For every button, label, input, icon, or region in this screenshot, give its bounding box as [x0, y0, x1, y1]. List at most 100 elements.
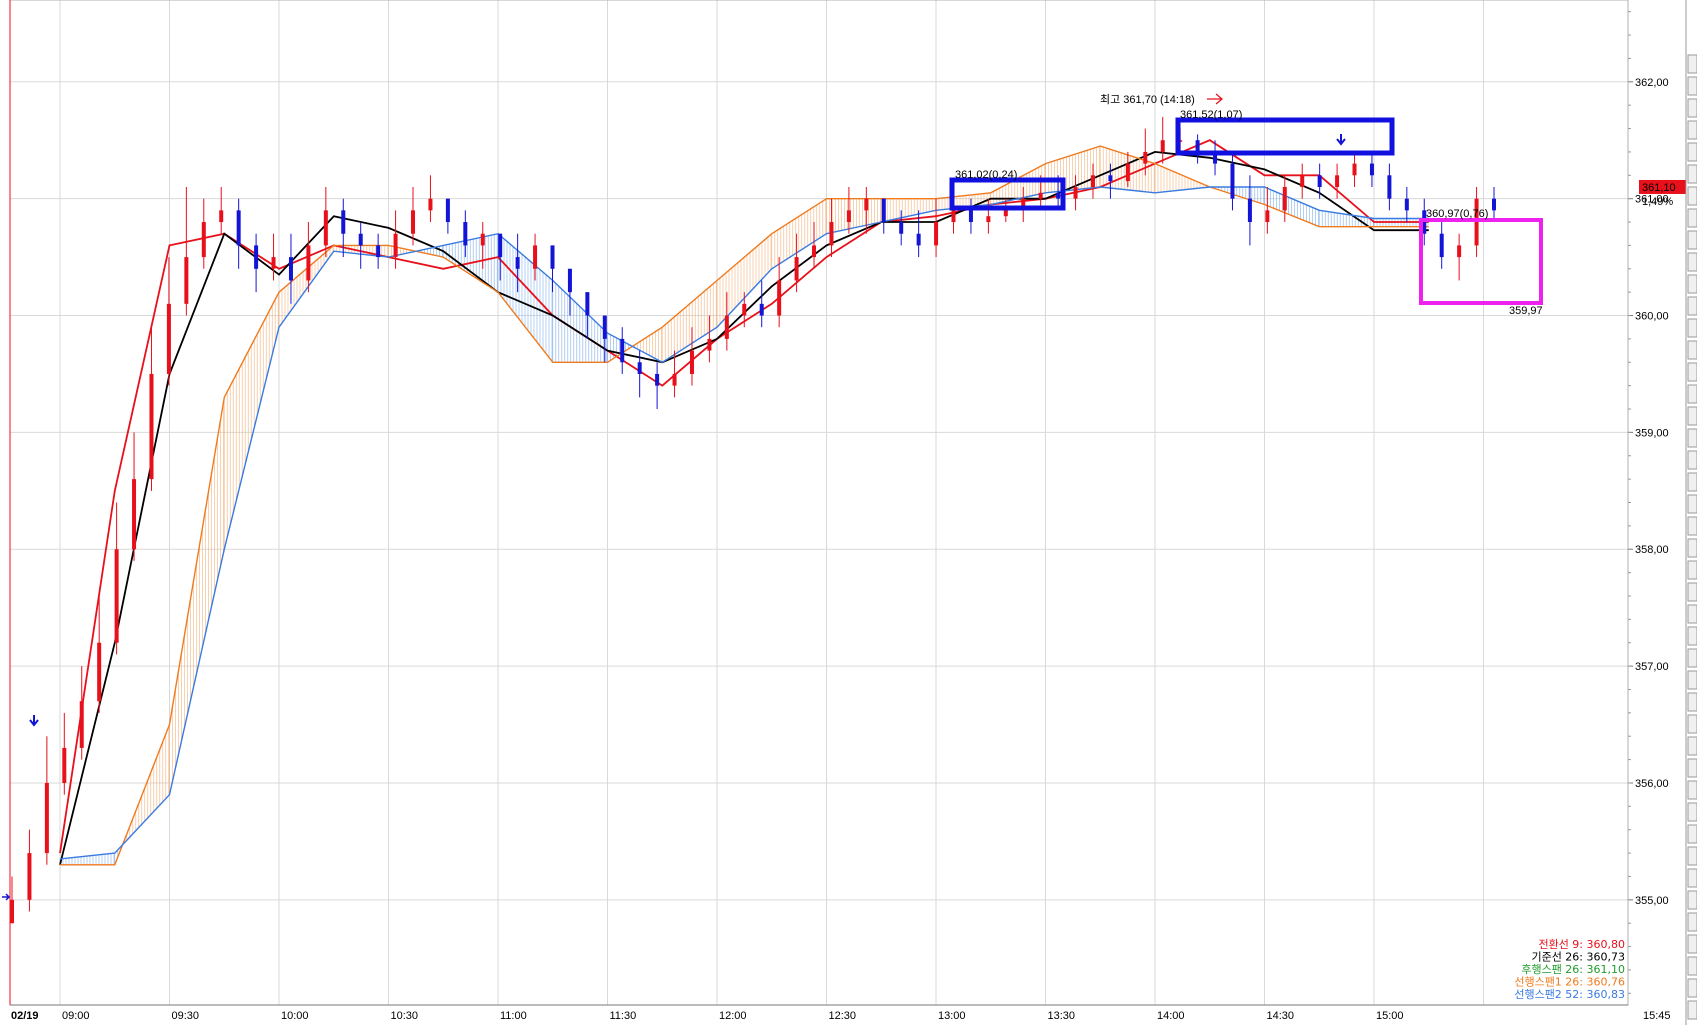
current-price-label: 361,10 — [1642, 182, 1676, 194]
toolbar-button[interactable] — [1687, 384, 1697, 404]
candle-body — [201, 222, 206, 258]
toolbar-button[interactable] — [1687, 978, 1697, 998]
toolbar-button[interactable] — [1687, 208, 1697, 228]
toolbar-button[interactable] — [1687, 296, 1697, 316]
toolbar-button[interactable] — [1687, 54, 1697, 74]
toolbar-button[interactable] — [1687, 802, 1697, 822]
series-line-4 — [60, 145, 1429, 866]
high-label: 최고 361,70 (14:18) — [1100, 93, 1195, 106]
candle-body — [602, 315, 607, 339]
toolbar-button[interactable] — [1687, 142, 1697, 162]
candle-body — [1160, 140, 1165, 152]
candle-body — [27, 853, 32, 900]
toolbar-button[interactable] — [1687, 1000, 1697, 1020]
toolbar-button[interactable] — [1687, 472, 1697, 492]
x-tick-label: 15:00 — [1376, 1010, 1404, 1022]
series-line-1 — [59, 139, 1429, 854]
toolbar-button[interactable] — [1687, 582, 1697, 602]
x-tick-label: 12:30 — [829, 1010, 857, 1022]
toolbar-button[interactable] — [1687, 780, 1697, 800]
toolbar-button[interactable] — [1687, 934, 1697, 954]
x-tick-label: 11:00 — [500, 1010, 527, 1022]
candle-body — [376, 245, 381, 258]
candle-body — [271, 257, 276, 269]
toolbar-button[interactable] — [1687, 76, 1697, 96]
toolbar-button[interactable] — [1687, 604, 1697, 624]
candle-body — [341, 210, 346, 234]
toolbar-button[interactable] — [1687, 362, 1697, 382]
candle-body — [1282, 186, 1287, 211]
toolbar-button[interactable] — [1687, 252, 1697, 272]
candle-body — [672, 373, 677, 386]
toolbar-button[interactable] — [1687, 846, 1697, 866]
candle-body — [1073, 186, 1078, 199]
candle-body — [812, 245, 817, 258]
y-tick-label: 362,00 — [1635, 77, 1669, 89]
toolbar-button[interactable] — [1687, 98, 1697, 118]
y-tick-label: 355,00 — [1635, 895, 1669, 907]
toolbar-button[interactable] — [1687, 450, 1697, 470]
candle-body — [1474, 198, 1479, 246]
ichimoku-cloud — [59, 146, 1429, 865]
toolbar-button[interactable] — [1687, 164, 1697, 184]
toolbar-button[interactable] — [1687, 494, 1697, 514]
toolbar-button[interactable] — [1687, 736, 1697, 756]
side-toolbar[interactable] — [1685, 0, 1697, 1025]
toolbar-button[interactable] — [1687, 274, 1697, 294]
toolbar-button[interactable] — [1687, 714, 1697, 734]
toolbar-button[interactable] — [1687, 890, 1697, 910]
x-tick-label: 10:30 — [391, 1010, 419, 1022]
candlesticks — [10, 116, 1496, 924]
legend-entry: 후행스팬 26: 361,10 — [1521, 963, 1625, 976]
candle-body — [411, 210, 416, 234]
legend-entry: 전환선 9: 360,80 — [1538, 938, 1625, 951]
down-arrow-icon-1 — [29, 715, 39, 727]
toolbar-button[interactable] — [1687, 560, 1697, 580]
toolbar-button[interactable] — [1687, 340, 1697, 360]
y-tick-label: 356,00 — [1635, 778, 1669, 790]
candle-body — [428, 198, 433, 211]
candle-body — [550, 245, 555, 269]
label-a: 361,02(0,24) — [955, 169, 1017, 181]
toolbar-button[interactable] — [1687, 956, 1697, 976]
candle-body — [689, 350, 694, 374]
candle-body — [1439, 233, 1444, 258]
toolbar-button[interactable] — [1687, 912, 1697, 932]
candle-body — [951, 210, 956, 223]
candle-body — [829, 222, 834, 246]
legend-entry: 선행스팬1 26: 360,76 — [1514, 976, 1625, 989]
candle-body — [1300, 175, 1305, 187]
start-arrow-icon — [2, 893, 11, 901]
toolbar-button[interactable] — [1687, 648, 1697, 668]
y-tick-label: 360,00 — [1635, 311, 1669, 323]
toolbar-button[interactable] — [1687, 670, 1697, 690]
candle-body — [934, 222, 939, 246]
toolbar-button[interactable] — [1687, 186, 1697, 206]
candle-body — [1335, 175, 1340, 187]
candle-body — [759, 303, 764, 316]
toolbar-button[interactable] — [1687, 230, 1697, 250]
toolbar-button[interactable] — [1687, 120, 1697, 140]
candle-body — [1265, 210, 1270, 223]
candle-body — [1195, 140, 1200, 152]
candle-body — [916, 233, 921, 246]
toolbar-button[interactable] — [1687, 516, 1697, 536]
toolbar-button[interactable] — [1687, 692, 1697, 712]
low-label: 359,97 — [1509, 305, 1543, 317]
toolbar-button[interactable] — [1687, 538, 1697, 558]
highlight-box-1 — [949, 177, 1066, 211]
x-tick-label: 09:30 — [172, 1010, 200, 1022]
toolbar-button[interactable] — [1687, 868, 1697, 888]
toolbar-button[interactable] — [1687, 318, 1697, 338]
candle-body — [1003, 210, 1008, 217]
candle-body — [166, 303, 171, 374]
annotations: 최고 361,70 (14:18) 361,52(1,07) 361,02(0,… — [2, 93, 1543, 901]
series-line-2 — [59, 150, 1429, 866]
toolbar-button[interactable] — [1687, 824, 1697, 844]
toolbar-button[interactable] — [1687, 406, 1697, 426]
highlight-boxes — [949, 117, 1543, 305]
toolbar-button[interactable] — [1687, 758, 1697, 778]
toolbar-button[interactable] — [1687, 626, 1697, 646]
toolbar-button[interactable] — [1687, 428, 1697, 448]
